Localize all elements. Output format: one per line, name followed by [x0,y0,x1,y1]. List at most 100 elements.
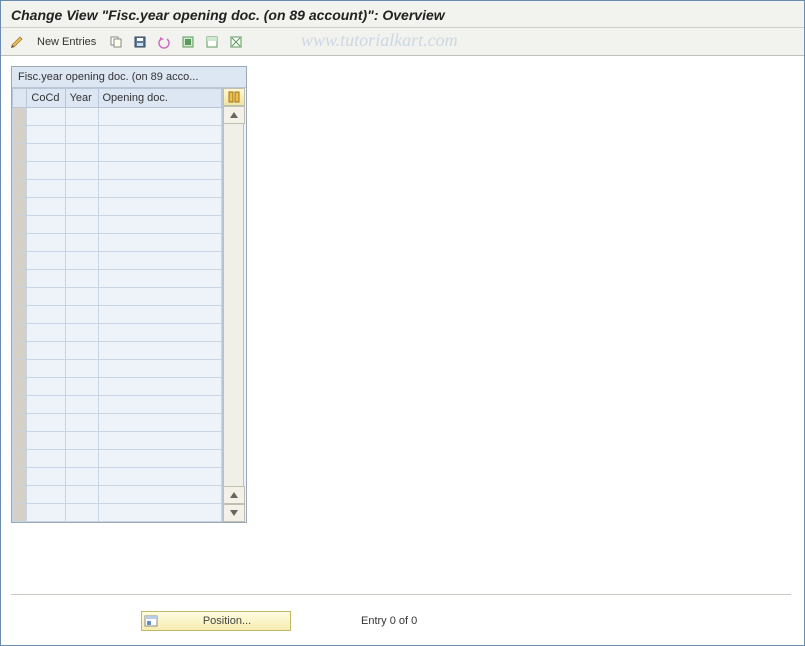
select-block-button[interactable] [202,32,222,52]
cell-cocd[interactable] [27,162,65,180]
cell-cocd[interactable] [27,108,65,126]
scroll-track[interactable] [223,124,244,486]
cell-cocd[interactable] [27,360,65,378]
table-row[interactable] [13,288,222,306]
cell-year[interactable] [65,162,98,180]
cell-opening[interactable] [98,504,222,522]
cell-year[interactable] [65,234,98,252]
row-selector[interactable] [13,504,27,522]
cell-year[interactable] [65,468,98,486]
cell-cocd[interactable] [27,216,65,234]
table-row[interactable] [13,432,222,450]
cell-cocd[interactable] [27,324,65,342]
cell-cocd[interactable] [27,396,65,414]
column-header-year[interactable]: Year [65,89,98,108]
table-row[interactable] [13,180,222,198]
table-row[interactable] [13,450,222,468]
row-selector[interactable] [13,342,27,360]
cell-cocd[interactable] [27,468,65,486]
row-selector[interactable] [13,288,27,306]
row-selector[interactable] [13,252,27,270]
cell-year[interactable] [65,396,98,414]
cell-year[interactable] [65,144,98,162]
cell-opening[interactable] [98,414,222,432]
row-selector-header[interactable] [13,89,27,108]
cell-year[interactable] [65,252,98,270]
cell-year[interactable] [65,324,98,342]
table-row[interactable] [13,324,222,342]
table-row[interactable] [13,162,222,180]
cell-year[interactable] [65,486,98,504]
table-row[interactable] [13,252,222,270]
select-all-button[interactable] [178,32,198,52]
table-row[interactable] [13,468,222,486]
row-selector[interactable] [13,378,27,396]
delete-button[interactable] [130,32,150,52]
row-selector[interactable] [13,432,27,450]
deselect-button[interactable] [226,32,246,52]
row-selector[interactable] [13,396,27,414]
row-selector[interactable] [13,108,27,126]
cell-cocd[interactable] [27,270,65,288]
table-row[interactable] [13,234,222,252]
row-selector[interactable] [13,270,27,288]
cell-cocd[interactable] [27,252,65,270]
cell-opening[interactable] [98,450,222,468]
cell-cocd[interactable] [27,504,65,522]
table-row[interactable] [13,342,222,360]
table-row[interactable] [13,198,222,216]
cell-cocd[interactable] [27,234,65,252]
row-selector[interactable] [13,162,27,180]
cell-cocd[interactable] [27,486,65,504]
table-row[interactable] [13,126,222,144]
row-selector[interactable] [13,468,27,486]
table-row[interactable] [13,144,222,162]
row-selector[interactable] [13,126,27,144]
position-button[interactable]: Position... [141,611,291,631]
cell-opening[interactable] [98,306,222,324]
table-row[interactable] [13,270,222,288]
row-selector[interactable] [13,180,27,198]
cell-year[interactable] [65,180,98,198]
table-row[interactable] [13,504,222,522]
cell-year[interactable] [65,450,98,468]
cell-opening[interactable] [98,432,222,450]
row-selector[interactable] [13,198,27,216]
row-selector[interactable] [13,414,27,432]
cell-year[interactable] [65,414,98,432]
undo-button[interactable] [154,32,174,52]
cell-opening[interactable] [98,126,222,144]
scroll-down-button[interactable] [223,504,245,522]
cell-opening[interactable] [98,396,222,414]
cell-opening[interactable] [98,180,222,198]
cell-opening[interactable] [98,342,222,360]
cell-cocd[interactable] [27,126,65,144]
cell-cocd[interactable] [27,144,65,162]
cell-opening[interactable] [98,216,222,234]
table-row[interactable] [13,378,222,396]
table-row[interactable] [13,360,222,378]
cell-year[interactable] [65,288,98,306]
column-header-cocd[interactable]: CoCd [27,89,65,108]
cell-year[interactable] [65,432,98,450]
cell-opening[interactable] [98,108,222,126]
cell-year[interactable] [65,198,98,216]
cell-year[interactable] [65,504,98,522]
configure-button[interactable] [223,88,245,106]
row-selector[interactable] [13,144,27,162]
cell-opening[interactable] [98,288,222,306]
row-selector[interactable] [13,306,27,324]
table-row[interactable] [13,414,222,432]
cell-opening[interactable] [98,270,222,288]
row-selector[interactable] [13,360,27,378]
cell-year[interactable] [65,216,98,234]
cell-cocd[interactable] [27,342,65,360]
cell-cocd[interactable] [27,306,65,324]
cell-opening[interactable] [98,252,222,270]
table-row[interactable] [13,306,222,324]
row-selector[interactable] [13,486,27,504]
cell-year[interactable] [65,126,98,144]
cell-cocd[interactable] [27,378,65,396]
cell-year[interactable] [65,306,98,324]
table-row[interactable] [13,396,222,414]
